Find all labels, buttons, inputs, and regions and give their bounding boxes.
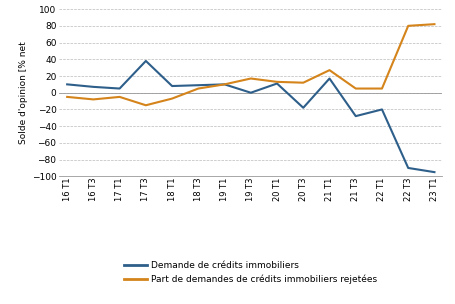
Y-axis label: Solde d'opinion [% net: Solde d'opinion [% net (19, 41, 27, 144)
Legend: Demande de crédits immobiliers, Part de demandes de crédits immobiliers rejetées: Demande de crédits immobiliers, Part de … (124, 261, 377, 284)
